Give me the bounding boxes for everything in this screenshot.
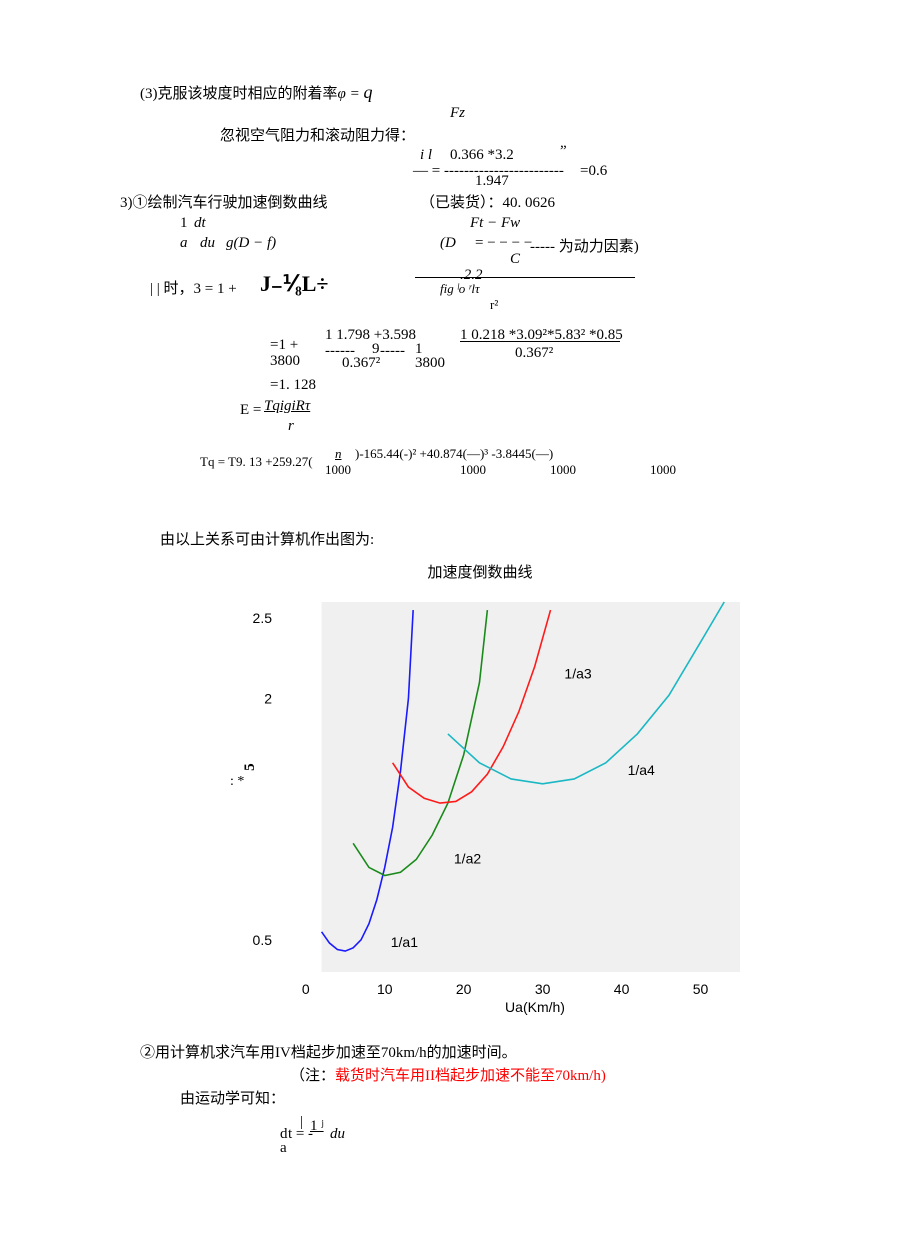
section2-text: ②用计算机求汽车用IV档起步加速至70km/h的加速时间。 — [140, 1041, 820, 1062]
kinematics-text: 由运动学可知： — [180, 1087, 820, 1108]
svg-text:20: 20 — [456, 981, 472, 997]
svg-text:2.5: 2.5 — [253, 610, 273, 626]
acceleration-reciprocal-chart: 0.522.5: * 501020304050Ua(Km/h)1/a11/a21… — [200, 592, 820, 1037]
svg-text:50: 50 — [693, 981, 709, 997]
svg-text:1/a2: 1/a2 — [454, 850, 481, 866]
eq-dt: | d t = 1 ʲ - du a — [140, 1114, 820, 1158]
neglect-text: 忽视空气阻力和滚动阻力得： — [220, 124, 820, 145]
relation-text: 由以上关系可由计算机作出图为: — [160, 528, 820, 549]
section3b-header: 3)①绘制汽车行驶加速倒数曲线 （已装货）：40. 0626 — [140, 191, 820, 215]
section3-intro: (3)克服该坡度时相应的附着率φ = q — [140, 82, 820, 103]
section2-note: （注：载货时汽车用II档起步加速不能至70km/h) — [290, 1064, 820, 1085]
eq-Tq: Tq = T9. 13 +259.27( n 1000 )-165.44(-)²… — [140, 446, 820, 486]
eq-row-3: | | 时，3 = 1 + J₋⅟₈L÷ .2.2 fig ˡo ʳlτ r² — [140, 267, 820, 323]
svg-text:0.5: 0.5 — [253, 932, 273, 948]
eq-row-2: 1 dt Ft − Fw a du g(D − f) (D = − − − − … — [140, 215, 820, 259]
chart-title: 加速度倒数曲线 — [140, 561, 820, 582]
chart-svg: 0.522.5: * 501020304050Ua(Km/h)1/a11/a21… — [200, 592, 760, 1032]
svg-text:1/a4: 1/a4 — [628, 762, 655, 778]
svg-text:0: 0 — [302, 981, 310, 997]
eq-row-4: =1 + 3800 1 1.798 +3.598 ------ 9 ----- … — [140, 327, 820, 375]
svg-text:2: 2 — [264, 691, 272, 707]
svg-text:5: 5 — [242, 763, 258, 771]
svg-text:30: 30 — [535, 981, 551, 997]
svg-text:Ua(Km/h): Ua(Km/h) — [505, 999, 565, 1015]
eq-result-128: =1. 128 — [270, 377, 820, 394]
fz: Fz — [450, 105, 820, 122]
eq-row-1: i l 0.366 *3.2 ” — = -------------------… — [140, 147, 820, 191]
svg-text:1/a3: 1/a3 — [564, 665, 591, 681]
svg-text:: *: : * — [230, 774, 244, 789]
svg-text:1/a1: 1/a1 — [391, 934, 418, 950]
svg-text:10: 10 — [377, 981, 393, 997]
svg-text:40: 40 — [614, 981, 630, 997]
eq-E: E = TqigiRτ r — [140, 398, 820, 438]
